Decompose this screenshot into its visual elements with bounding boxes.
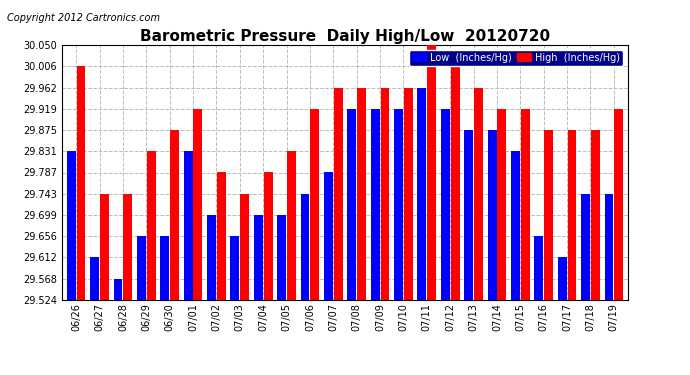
Bar: [451, 66, 460, 300]
Bar: [417, 88, 426, 300]
Bar: [310, 108, 319, 300]
Bar: [521, 108, 530, 300]
Bar: [147, 151, 156, 300]
Bar: [114, 279, 122, 300]
Bar: [254, 215, 263, 300]
Bar: [544, 130, 553, 300]
Bar: [230, 236, 239, 300]
Bar: [534, 236, 543, 300]
Bar: [511, 151, 520, 300]
Bar: [581, 194, 590, 300]
Bar: [497, 108, 506, 300]
Bar: [394, 108, 403, 300]
Text: Copyright 2012 Cartronics.com: Copyright 2012 Cartronics.com: [7, 13, 160, 23]
Bar: [77, 66, 86, 300]
Bar: [558, 257, 566, 300]
Bar: [287, 151, 296, 300]
Bar: [217, 172, 226, 300]
Bar: [441, 108, 450, 300]
Bar: [124, 194, 132, 300]
Bar: [371, 108, 380, 300]
Bar: [591, 130, 600, 300]
Title: Barometric Pressure  Daily High/Low  20120720: Barometric Pressure Daily High/Low 20120…: [140, 29, 550, 44]
Bar: [488, 130, 497, 300]
Legend: Low  (Inches/Hg), High  (Inches/Hg): Low (Inches/Hg), High (Inches/Hg): [408, 50, 623, 66]
Bar: [347, 108, 356, 300]
Bar: [184, 151, 193, 300]
Bar: [568, 130, 576, 300]
Bar: [240, 194, 249, 300]
Bar: [474, 88, 483, 300]
Bar: [427, 45, 436, 300]
Bar: [193, 108, 202, 300]
Bar: [324, 172, 333, 300]
Bar: [170, 130, 179, 300]
Bar: [464, 130, 473, 300]
Bar: [100, 194, 109, 300]
Bar: [404, 88, 413, 300]
Bar: [381, 88, 389, 300]
Bar: [357, 88, 366, 300]
Bar: [90, 257, 99, 300]
Bar: [277, 215, 286, 300]
Bar: [264, 172, 273, 300]
Bar: [604, 194, 613, 300]
Bar: [614, 108, 623, 300]
Bar: [67, 151, 76, 300]
Bar: [334, 88, 343, 300]
Bar: [160, 236, 169, 300]
Bar: [207, 215, 216, 300]
Bar: [301, 194, 309, 300]
Bar: [137, 236, 146, 300]
